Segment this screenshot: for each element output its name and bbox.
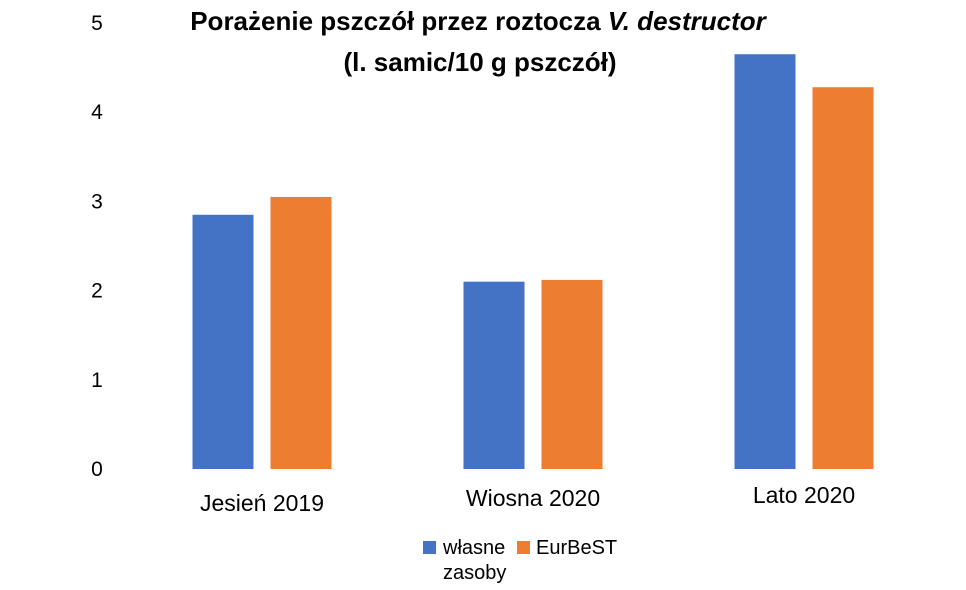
x-category-label: Wiosna 2020 [466,485,600,511]
chart-title-line-1: Porażenie pszczół przez roztocza V. dest… [190,6,767,36]
legend-swatch-series-2 [517,541,530,554]
chart-title-prefix: Porażenie pszczół przez roztocza [190,6,608,36]
y-tick-label: 3 [91,190,103,213]
bar-series-1-2 [463,281,525,469]
y-tick-label: 1 [91,369,103,392]
bar-series-1-1 [192,214,254,469]
chart-title-line-2: (l. samic/10 g pszczół) [343,47,616,77]
legend: własne zasoby EurBeST [423,537,617,584]
legend-label-series-2: EurBeST [536,537,617,559]
bar-series-2-1 [270,196,332,469]
legend-swatch-series-1 [423,541,436,554]
y-axis: 0 1 2 3 4 5 [91,12,103,481]
bar-series-1-3 [734,54,796,469]
chart-title: Porażenie pszczół przez roztocza V. dest… [190,6,767,77]
legend-label-series-1-line-1: własne [442,537,505,559]
y-tick-label: 5 [91,12,103,35]
bars [192,54,874,469]
y-tick-label: 0 [91,458,103,481]
y-tick-label: 4 [91,101,103,124]
x-category-label: Lato 2020 [753,482,855,508]
bar-series-2-2 [541,279,603,469]
y-tick-label: 2 [91,280,103,303]
x-category-label: Jesień 2019 [200,490,324,516]
x-axis: Jesień 2019 Wiosna 2020 Lato 2020 [200,482,855,516]
bar-series-2-3 [812,87,874,469]
legend-label-series-1-line-2: zasoby [443,562,506,584]
chart-title-species: V. destructor [608,6,768,36]
